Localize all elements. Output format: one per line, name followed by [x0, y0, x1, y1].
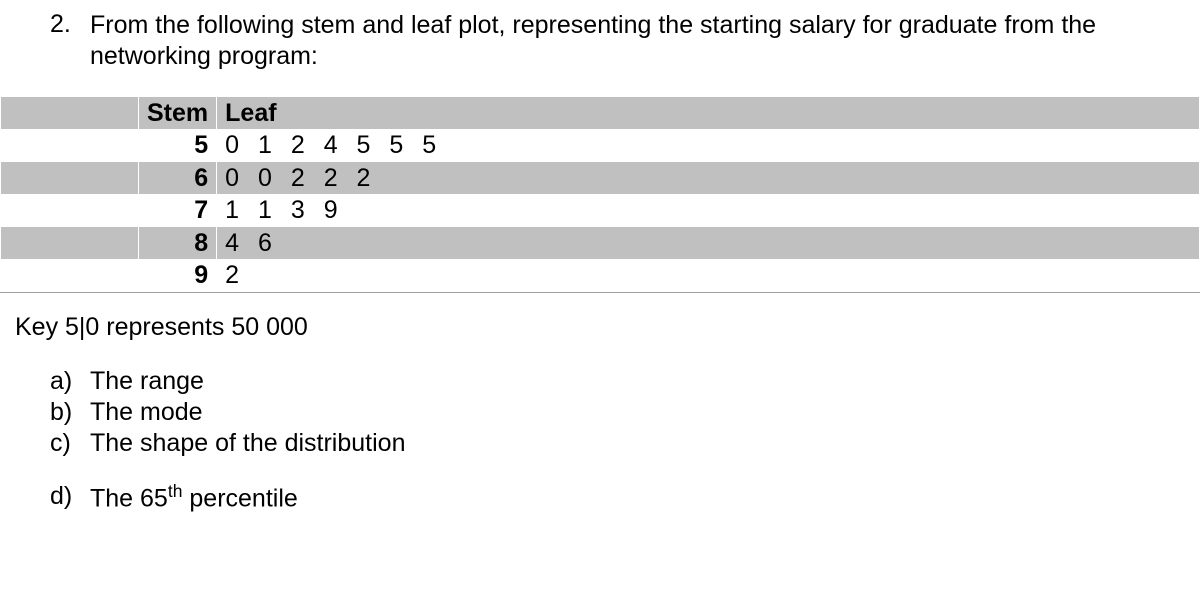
stem-cell: 8 — [139, 227, 217, 260]
question-header: 2. From the following stem and leaf plot… — [50, 10, 1180, 73]
leaf-cell: 4 6 — [217, 227, 1200, 260]
table-header-row: Stem Leaf — [1, 97, 1200, 130]
stem-leaf-table: Stem Leaf 5 0 1 2 4 5 5 5 6 0 0 2 2 2 7 … — [0, 97, 1200, 293]
indent-cell — [1, 227, 139, 260]
sub-item-b: b) The mode — [50, 397, 1200, 428]
sub-text: The mode — [90, 397, 203, 428]
key-text: Key 5|0 represents 50 000 — [0, 313, 1200, 342]
leaf-cell: 0 0 2 2 2 — [217, 162, 1200, 195]
sub-text: The shape of the distribution — [90, 428, 405, 459]
table-row: 8 4 6 — [1, 227, 1200, 260]
indent-cell — [1, 194, 139, 227]
stem-cell: 9 — [139, 259, 217, 292]
stem-cell: 7 — [139, 194, 217, 227]
sub-label: a) — [50, 366, 90, 397]
sub-item-d: d) The 65th percentile — [50, 481, 1200, 515]
table-row: 9 2 — [1, 259, 1200, 292]
indent-cell — [1, 259, 139, 292]
spacing — [50, 459, 1200, 481]
sub-label: d) — [50, 481, 90, 512]
sub-item-a: a) The range — [50, 366, 1200, 397]
question-block: 2. From the following stem and leaf plot… — [0, 10, 1200, 73]
stem-cell: 5 — [139, 129, 217, 162]
sub-label: c) — [50, 428, 90, 459]
table-row: 7 1 1 3 9 — [1, 194, 1200, 227]
table-row: 5 0 1 2 4 5 5 5 — [1, 129, 1200, 162]
sub-text: The range — [90, 366, 204, 397]
indent-cell — [1, 162, 139, 195]
sub-item-c: c) The shape of the distribution — [50, 428, 1200, 459]
sub-text: The 65th percentile — [90, 481, 298, 515]
question-number: 2. — [50, 10, 90, 39]
stem-cell: 6 — [139, 162, 217, 195]
sub-questions: a) The range b) The mode c) The shape of… — [0, 366, 1200, 515]
table-row: 6 0 0 2 2 2 — [1, 162, 1200, 195]
leaf-cell: 0 1 2 4 5 5 5 — [217, 129, 1200, 162]
question-text: From the following stem and leaf plot, r… — [90, 10, 1180, 73]
leaf-cell: 2 — [217, 259, 1200, 292]
leaf-cell: 1 1 3 9 — [217, 194, 1200, 227]
sub-label: b) — [50, 397, 90, 428]
indent-cell — [1, 97, 139, 130]
header-leaf: Leaf — [217, 97, 1200, 130]
indent-cell — [1, 129, 139, 162]
header-stem: Stem — [139, 97, 217, 130]
